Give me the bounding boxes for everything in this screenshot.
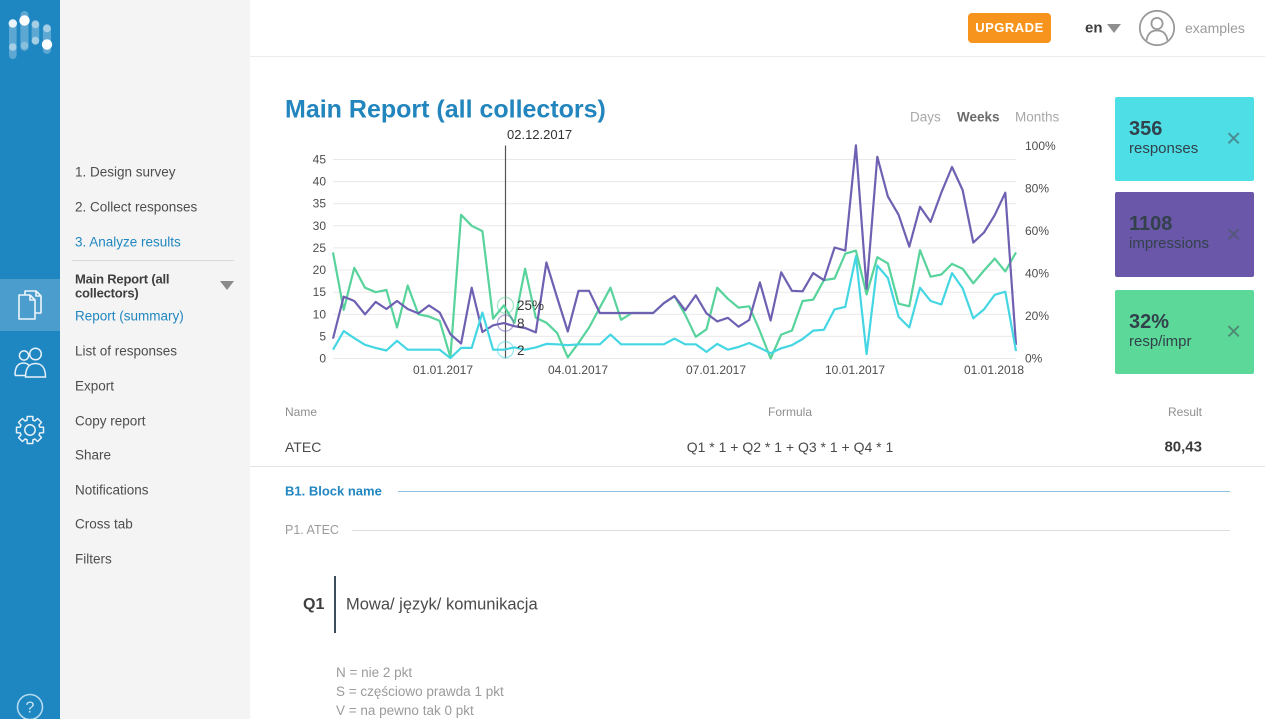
svg-text:45: 45	[313, 153, 327, 167]
svg-text:30: 30	[313, 219, 327, 233]
svg-text:04.01.2017: 04.01.2017	[548, 363, 608, 377]
svg-text:100%: 100%	[1025, 139, 1056, 153]
svg-text:0%: 0%	[1025, 352, 1043, 366]
svg-text:60%: 60%	[1025, 224, 1049, 238]
svg-text:02.12.2017: 02.12.2017	[507, 127, 572, 142]
svg-text:20: 20	[313, 263, 327, 277]
svg-text:40: 40	[313, 175, 327, 189]
svg-text:?: ?	[26, 700, 35, 717]
svg-text:25: 25	[313, 241, 327, 255]
svg-text:0: 0	[319, 352, 326, 366]
svg-text:07.01.2017: 07.01.2017	[686, 363, 746, 377]
svg-text:80%: 80%	[1025, 182, 1049, 196]
svg-text:25%: 25%	[517, 298, 544, 313]
svg-text:01.01.2017: 01.01.2017	[413, 363, 473, 377]
svg-text:5: 5	[319, 329, 326, 343]
svg-text:10: 10	[313, 307, 327, 321]
svg-text:20%: 20%	[1025, 309, 1049, 323]
svg-text:2: 2	[517, 343, 525, 358]
svg-text:10.01.2017: 10.01.2017	[825, 363, 885, 377]
svg-text:8: 8	[517, 316, 525, 331]
svg-text:40%: 40%	[1025, 267, 1049, 281]
svg-text:35: 35	[313, 197, 327, 211]
svg-text:15: 15	[313, 285, 327, 299]
svg-text:01.01.2018: 01.01.2018	[964, 363, 1024, 377]
